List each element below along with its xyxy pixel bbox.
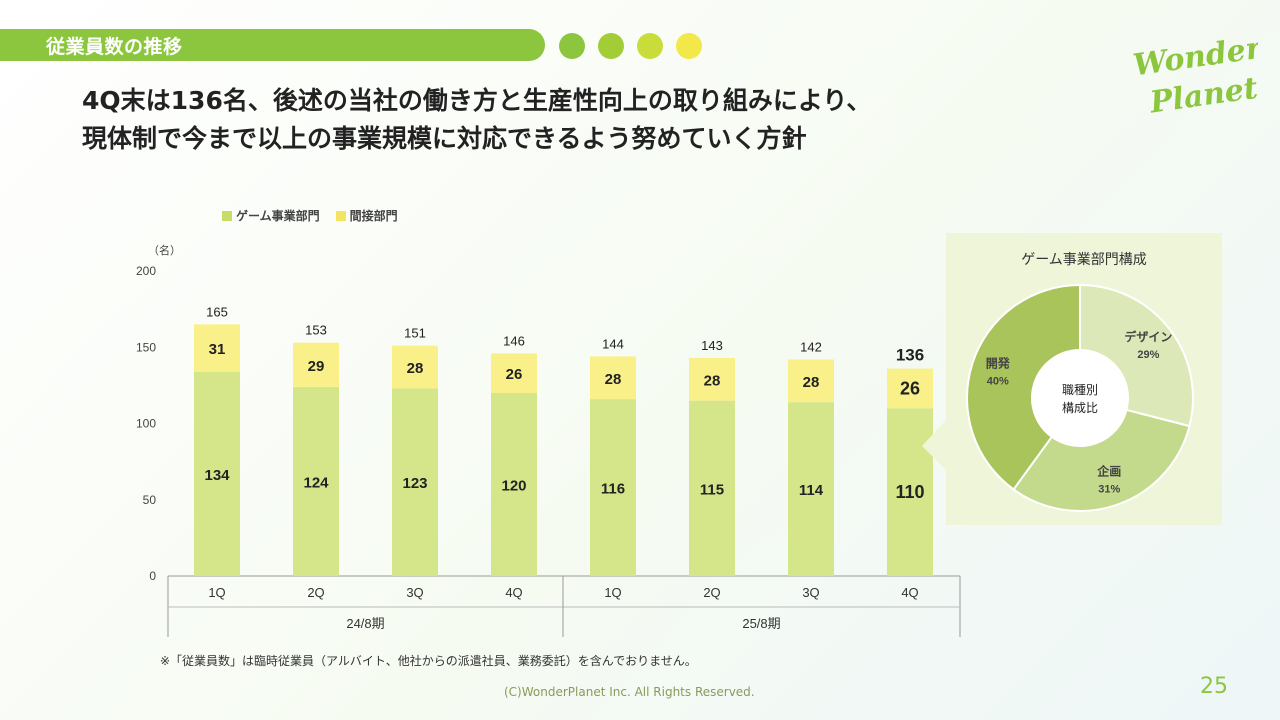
x-tick-label: 1Q <box>208 585 225 600</box>
bar-indirect-label: 28 <box>605 371 622 388</box>
bar-indirect <box>887 368 933 409</box>
chart-legend: ゲーム事業部門 間接部門 <box>222 207 398 224</box>
dot-4 <box>676 33 702 59</box>
bar-indirect <box>788 359 834 403</box>
dot-1 <box>559 33 585 59</box>
bar-game-label: 134 <box>204 467 230 484</box>
headline-line-1: 4Q末は136名、後述の当社の働き方と生産性向上の取り組みにより、 <box>82 86 872 115</box>
pie-slice <box>966 283 1081 491</box>
x-tick-label: 2Q <box>307 585 324 600</box>
legend-item-game: ゲーム事業部門 <box>222 207 320 224</box>
pie-slice-percent: 31% <box>1098 483 1120 495</box>
legend-label-game: ゲーム事業部門 <box>236 209 320 223</box>
section-title: 従業員数の推移 <box>46 36 183 58</box>
bar-indirect-label: 29 <box>308 358 325 375</box>
bar-indirect <box>392 345 438 389</box>
bar-game <box>293 386 339 576</box>
y-tick-label: 50 <box>143 493 157 507</box>
bar-indirect-label: 28 <box>407 360 424 377</box>
bar-indirect <box>590 356 636 400</box>
bar-indirect <box>194 324 240 372</box>
pie-panel: ゲーム事業部門構成 デザイン 29% 企画 31% 開発 40% 職種別構成比 <box>946 233 1222 525</box>
legend-swatch-indirect <box>335 210 346 221</box>
y-tick-label: 150 <box>136 340 156 354</box>
footnote: ※「従業員数」は臨時従業員（アルバイト、他社からの派遣社員、業務委託）を含んでお… <box>160 654 697 668</box>
bar-game-label: 110 <box>895 482 924 502</box>
bar-total-label: 146 <box>503 333 525 348</box>
bar-total-label: 143 <box>701 338 723 353</box>
y-tick-label: 100 <box>136 417 156 431</box>
y-axis-unit: （名） <box>148 244 181 257</box>
bar-game-label: 116 <box>601 481 625 498</box>
pie-center-hole <box>1032 350 1128 446</box>
legend-item-indirect: 間接部門 <box>335 207 398 224</box>
callout-pointer <box>922 420 946 470</box>
pie-slice <box>1012 408 1191 512</box>
copyright: (C)WonderPlanet Inc. All Rights Reserved… <box>504 685 755 699</box>
dot-2 <box>598 33 624 59</box>
x-tick-label: 1Q <box>604 585 621 600</box>
legend-label-indirect: 間接部門 <box>349 209 398 223</box>
x-group-label: 24/8期 <box>346 616 384 631</box>
bar-game <box>689 400 735 576</box>
section-header-band: 従業員数の推移 <box>0 29 545 61</box>
bar-game <box>194 371 240 576</box>
bar-game <box>788 402 834 576</box>
bar-game-label: 124 <box>303 474 329 491</box>
x-tick-label: 4Q <box>505 585 522 600</box>
bar-game <box>491 393 537 576</box>
bar-game <box>590 399 636 576</box>
bar-indirect <box>293 342 339 387</box>
pie-slice-percent: 29% <box>1137 349 1159 361</box>
bar-game-label: 123 <box>402 475 427 492</box>
headline-line-2: 現体制で今まで以上の事業規模に対応できるよう努めていく方針 <box>82 124 807 153</box>
bar-total-label: 153 <box>305 323 327 338</box>
pie-slice-label: 開発 <box>986 355 1011 370</box>
x-tick-label: 3Q <box>406 585 423 600</box>
bar-total-label: 144 <box>602 336 624 351</box>
bar-game <box>392 388 438 576</box>
x-group-label: 25/8期 <box>742 616 780 631</box>
bar-game-label: 120 <box>501 478 526 495</box>
bar-indirect-label: 28 <box>704 372 721 389</box>
legend-swatch-game <box>222 210 232 221</box>
bar-total-label: 136 <box>896 346 924 365</box>
bar-total-label: 151 <box>404 326 426 341</box>
pie-title: ゲーム事業部門構成 <box>1021 252 1147 268</box>
y-tick-label: 0 <box>149 569 156 583</box>
x-tick-label: 2Q <box>703 585 720 600</box>
headline: 4Q末は136名、後述の当社の働き方と生産性向上の取り組みにより、 現体制で今ま… <box>82 82 982 158</box>
bar-indirect <box>491 353 537 393</box>
decorative-dots <box>559 33 702 59</box>
pie-slice-label: 企画 <box>1096 463 1121 478</box>
bar-total-label: 165 <box>206 304 228 319</box>
pie-slice-percent: 40% <box>987 375 1009 387</box>
pie-slice-label: デザイン <box>1124 329 1172 344</box>
pie-center-label-2: 構成比 <box>1062 401 1098 415</box>
bar-indirect-label: 26 <box>900 378 920 398</box>
bar-total-label: 142 <box>800 339 822 354</box>
bar-indirect <box>689 357 735 401</box>
bar-indirect-label: 31 <box>209 341 226 358</box>
bar-game-label: 115 <box>700 481 724 498</box>
page-number: 25 <box>1200 674 1228 699</box>
dot-3 <box>637 33 663 59</box>
pie-center-label-1: 職種別 <box>1062 383 1098 397</box>
bar-indirect-label: 28 <box>803 374 820 391</box>
wonderplanet-logo: Wonder Planet <box>1131 31 1258 118</box>
bar-indirect-label: 26 <box>506 366 523 383</box>
bar-game-label: 114 <box>799 482 824 499</box>
bar-game <box>887 408 933 576</box>
x-tick-label: 3Q <box>802 585 819 600</box>
x-tick-label: 4Q <box>901 585 918 600</box>
y-tick-label: 200 <box>136 264 156 278</box>
